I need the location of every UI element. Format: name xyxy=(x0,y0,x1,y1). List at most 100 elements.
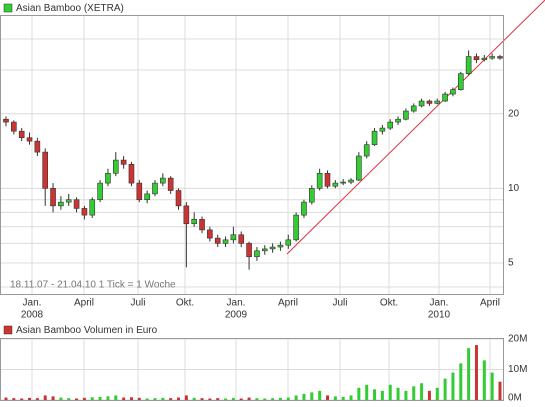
volume-bar xyxy=(114,395,118,400)
volume-bar xyxy=(467,348,471,400)
volume-bar xyxy=(341,396,345,400)
candle-body xyxy=(81,208,88,216)
volume-bar xyxy=(98,396,102,400)
volume-bar xyxy=(192,397,196,400)
candle-body xyxy=(277,244,284,248)
candle-body xyxy=(214,237,221,244)
volume-bar xyxy=(90,397,94,400)
volume-bar xyxy=(43,395,47,400)
legend-swatch xyxy=(3,3,13,13)
candle-body xyxy=(442,93,448,102)
volume-bar xyxy=(349,395,353,400)
candle-body xyxy=(65,199,72,203)
candle-body xyxy=(457,73,464,90)
volume-bar xyxy=(161,397,165,400)
candle-body xyxy=(42,151,49,189)
candle-body xyxy=(246,243,252,258)
candle-body xyxy=(293,214,299,241)
volume-bar xyxy=(318,390,322,400)
candle-body xyxy=(18,130,25,139)
volume-bar xyxy=(388,384,392,400)
candle-body xyxy=(222,239,229,244)
candle-body xyxy=(160,177,166,184)
candle-body xyxy=(301,201,307,216)
volume-bar xyxy=(357,387,361,400)
volume-bar xyxy=(145,398,149,400)
volume-bar xyxy=(263,398,267,400)
x-tick-label: April xyxy=(74,298,94,309)
volume-bar xyxy=(169,398,173,400)
candle-body xyxy=(473,56,480,61)
volume-bar xyxy=(82,397,86,400)
x-tick-label: Juli xyxy=(332,298,347,309)
candle-body xyxy=(348,179,354,183)
volume-bar xyxy=(404,390,408,400)
volume-panel xyxy=(0,338,504,401)
candle-body xyxy=(285,239,292,246)
volume-bar xyxy=(28,397,32,400)
volume-bar xyxy=(4,397,8,400)
legend-swatch xyxy=(3,325,13,335)
candle-body xyxy=(26,137,33,142)
y-tick-label: 5 xyxy=(508,258,514,269)
volume-bar xyxy=(75,398,79,400)
candle-body xyxy=(332,182,339,187)
candle-body xyxy=(50,188,56,207)
candle-body xyxy=(89,199,96,216)
candle-body xyxy=(309,188,315,203)
volume-title: Asian Bamboo Volumen in Euro xyxy=(16,325,158,336)
volume-bar xyxy=(278,397,282,400)
candle-body xyxy=(395,118,401,123)
volume-bar xyxy=(412,386,416,400)
volume-bar xyxy=(482,360,486,400)
x-tick-label: Okt. xyxy=(176,298,194,309)
candle-body xyxy=(183,205,190,225)
trend-line xyxy=(286,0,545,255)
range-note: 18.11.07 - 21.04.10 1 Tick = 1 Woche xyxy=(10,280,176,291)
volume-bar xyxy=(59,397,63,400)
volume-bar xyxy=(67,398,71,400)
candle-body xyxy=(418,100,425,107)
volume-bar xyxy=(380,390,384,400)
x-tick-label: Jan. xyxy=(430,298,449,309)
candle-body xyxy=(340,181,346,184)
x-tick-label: Okt. xyxy=(380,298,398,309)
volume-bar xyxy=(216,398,220,400)
volume-bar xyxy=(106,396,110,400)
candle-body xyxy=(3,118,9,123)
candle-body xyxy=(136,182,143,201)
x-tick-label: April xyxy=(278,298,298,309)
volume-bar xyxy=(310,392,314,400)
candle-body xyxy=(489,56,495,59)
candle-body xyxy=(120,159,127,165)
volume-bar xyxy=(255,398,259,400)
volume-bar xyxy=(427,390,431,400)
volume-bar xyxy=(200,398,204,400)
volume-bar xyxy=(12,398,16,400)
volume-bar xyxy=(239,398,243,400)
volume-bar xyxy=(271,398,275,400)
volume-bar xyxy=(459,363,463,400)
price-panel xyxy=(0,15,504,295)
volume-bar xyxy=(20,398,24,400)
volume-bar xyxy=(35,398,39,400)
chart-title: Asian Bamboo (XETRA) xyxy=(16,3,124,14)
volume-bar xyxy=(137,397,141,400)
candle-body xyxy=(261,248,268,252)
volume-bar xyxy=(325,395,329,400)
candle-body xyxy=(238,234,245,244)
volume-bar xyxy=(451,372,455,400)
x-tick-year: 2008 xyxy=(21,310,44,321)
candle-body xyxy=(387,121,394,129)
candle-body xyxy=(73,199,80,209)
candle-body xyxy=(34,140,41,153)
volume-bar xyxy=(443,378,447,400)
candle-body xyxy=(58,201,64,207)
volume-bar xyxy=(51,396,55,400)
candle-body xyxy=(144,193,150,201)
candle-body xyxy=(363,144,370,157)
volume-bar xyxy=(498,381,502,400)
candle-body xyxy=(403,110,409,120)
candle-body xyxy=(254,250,260,258)
